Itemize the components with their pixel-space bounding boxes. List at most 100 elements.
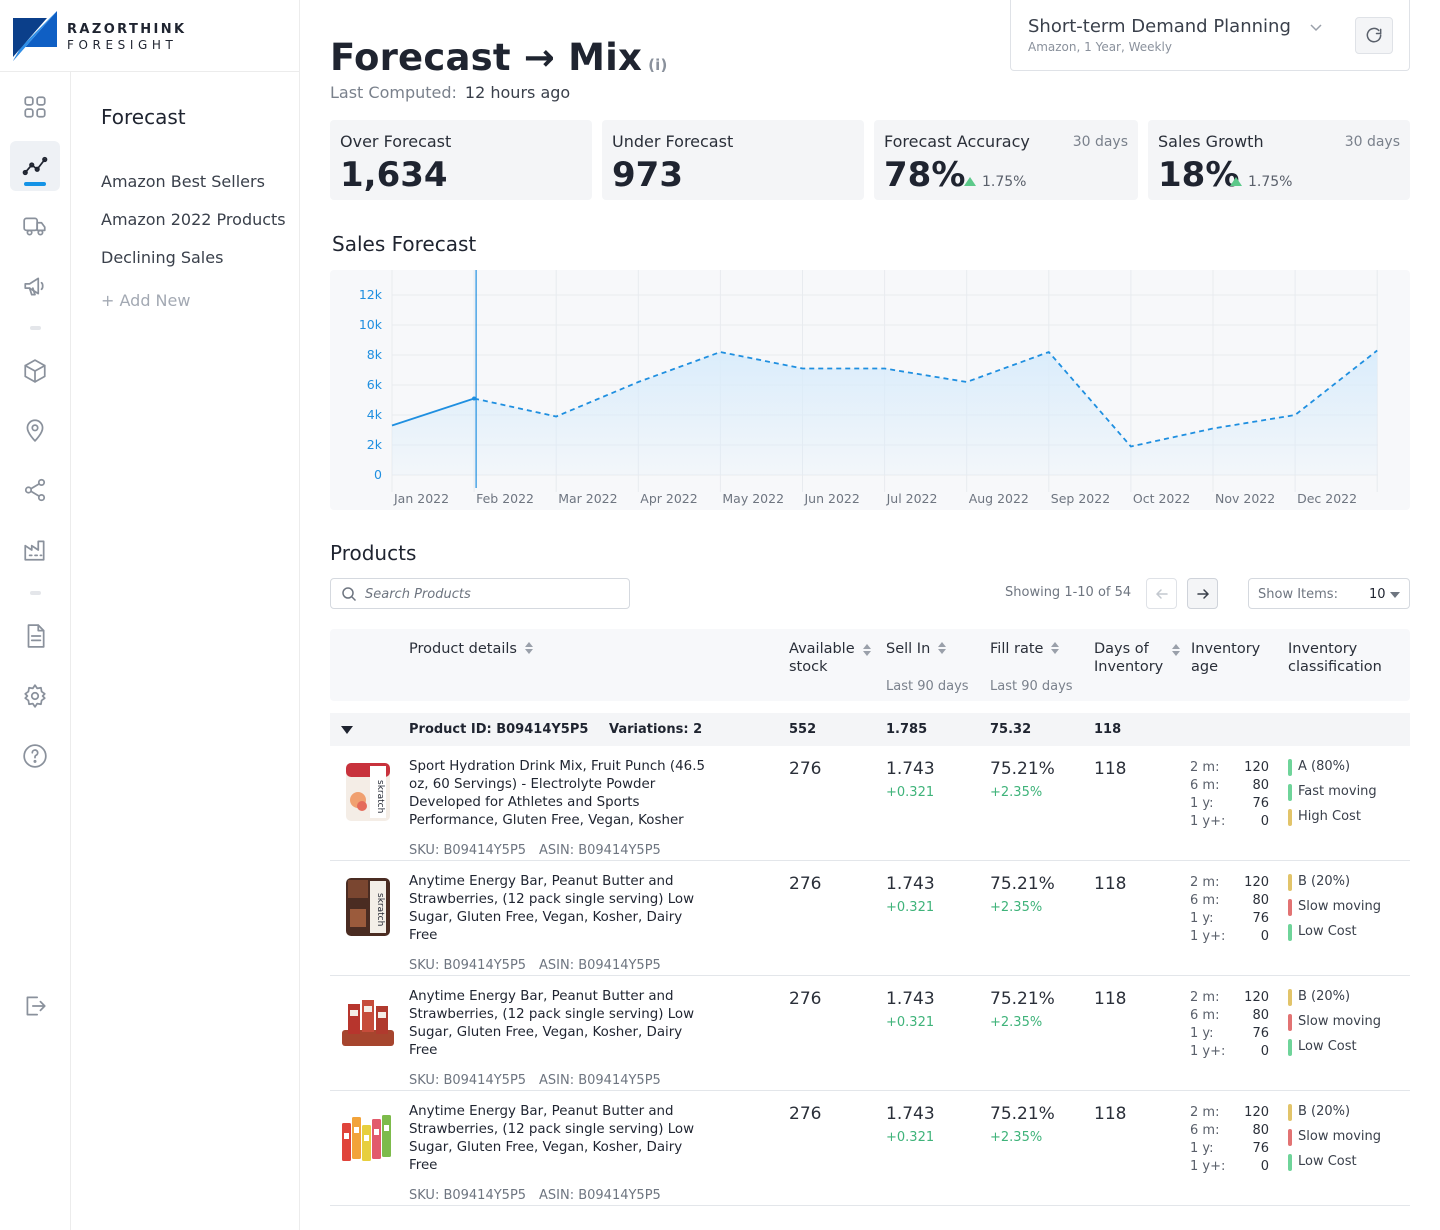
col-sell-in[interactable]: Sell In Last 90 days	[886, 640, 969, 696]
product-row[interactable]: skratch Anytime Energy Bar, Peanut Butter…	[330, 861, 1410, 976]
rail-separator	[30, 326, 41, 330]
product-sku: SKU: B09414Y5P5	[409, 958, 527, 973]
sort-icon[interactable]	[1172, 644, 1180, 656]
show-items-select[interactable]: Show Items: 10	[1248, 578, 1410, 609]
rail-products[interactable]	[10, 346, 60, 396]
rail-logistics[interactable]	[10, 201, 60, 251]
classification-tag: Slow moving	[1288, 1014, 1408, 1039]
product-name[interactable]: Anytime Energy Bar, Peanut Butter and St…	[409, 1104, 695, 1173]
sort-icon[interactable]	[1051, 642, 1060, 654]
x-tick-label: Jul 2022	[886, 491, 938, 506]
info-icon[interactable]: (i)	[648, 56, 668, 74]
age-value: 76	[1252, 1026, 1269, 1041]
add-new-button[interactable]: + Add New	[101, 291, 191, 310]
arrow-right-icon	[1196, 588, 1209, 599]
age-value: 0	[1260, 929, 1269, 944]
subnav-item-declining-sales[interactable]: Declining Sales	[101, 248, 224, 267]
brand-logo[interactable]: RAZORTHINK FORESIGHT	[0, 0, 300, 72]
col-fill-rate[interactable]: Fill rate Last 90 days	[990, 640, 1073, 696]
product-row[interactable]: Anytime Energy Bar, Peanut Butter and St…	[330, 1091, 1410, 1206]
kpi-value: 18%	[1158, 155, 1240, 195]
col-inventory-classification[interactable]: Inventory classification	[1288, 640, 1398, 676]
product-image[interactable]	[340, 1105, 398, 1169]
col-label: Days of Inventory	[1094, 641, 1164, 675]
inventory-age-breakdown: 2 m: 120 6 m: 80 1 y: 76 1 y+: 0	[1190, 759, 1270, 831]
collapse-caret-icon[interactable]	[341, 726, 353, 734]
group-days: 118	[1094, 722, 1122, 737]
sort-icon[interactable]	[938, 642, 947, 654]
age-value: 120	[1244, 760, 1269, 775]
rail-marketing[interactable]	[10, 261, 60, 311]
rail-network[interactable]	[10, 465, 60, 515]
product-sell-in: 1.743	[886, 989, 935, 1009]
rail-logout[interactable]	[10, 981, 60, 1031]
last-computed-value: 12 hours ago	[464, 83, 571, 102]
sales-forecast-title: Sales Forecast	[332, 232, 477, 256]
product-name[interactable]: Anytime Energy Bar, Peanut Butter and St…	[409, 874, 695, 943]
next-page-button[interactable]	[1187, 578, 1218, 609]
sort-icon[interactable]	[524, 642, 533, 654]
kpi-forecast-accuracy: Forecast Accuracy 30 days 78% 1.75%	[874, 120, 1138, 200]
rail-help[interactable]	[10, 731, 60, 781]
product-row[interactable]: Anytime Energy Bar, Peanut Butter and St…	[330, 976, 1410, 1091]
age-bucket: 6 m:	[1190, 1008, 1220, 1023]
share-icon	[24, 478, 46, 502]
product-sku: SKU: B09414Y5P5	[409, 1188, 527, 1203]
product-image[interactable]	[340, 990, 398, 1054]
age-bucket: 6 m:	[1190, 893, 1220, 908]
product-image[interactable]: skratch	[340, 875, 398, 939]
classification-tag: A (80%)	[1288, 759, 1408, 784]
product-name[interactable]: Anytime Energy Bar, Peanut Butter and St…	[409, 989, 695, 1058]
inventory-classification: A (80%) Fast moving High Cost	[1288, 759, 1408, 834]
col-days-of-inventory[interactable]: Days of Inventory	[1094, 640, 1178, 676]
rail-reports[interactable]	[10, 611, 60, 661]
product-fill-rate-delta: +2.35%	[990, 1015, 1043, 1030]
age-bucket: 6 m:	[1190, 1123, 1220, 1138]
classification-tag: B (20%)	[1288, 989, 1408, 1014]
col-inventory-age[interactable]: Inventory age	[1191, 640, 1271, 676]
rail-settings[interactable]	[10, 671, 60, 721]
x-tick-label: May 2022	[722, 491, 784, 506]
plan-dropdown[interactable]: Short-term Demand Planning	[1028, 16, 1291, 37]
page-title-text: Forecast → Mix	[330, 36, 643, 79]
inventory-classification: B (20%) Slow moving Low Cost	[1288, 1104, 1408, 1179]
product-name[interactable]: Sport Hydration Drink Mix, Fruit Punch (…	[409, 759, 705, 828]
sort-icon[interactable]	[863, 644, 871, 656]
prev-page-button[interactable]	[1146, 578, 1177, 609]
age-bucket: 1 y:	[1190, 1026, 1214, 1041]
age-row: 1 y: 76	[1190, 1140, 1270, 1158]
data-point	[472, 396, 477, 401]
y-tick-label: 4k	[367, 407, 383, 422]
rail-factory[interactable]	[10, 525, 60, 575]
product-image[interactable]: skratch	[340, 760, 398, 824]
product-asin: ASIN: B09414Y5P5	[539, 958, 661, 973]
product-sku: SKU: B09414Y5P5	[409, 1073, 527, 1088]
subnav-item-amazon-best-sellers[interactable]: Amazon Best Sellers	[101, 172, 265, 191]
product-fill-rate: 75.21%	[990, 1104, 1055, 1124]
rail-locations[interactable]	[10, 405, 60, 455]
product-sell-in-delta: +0.321	[886, 900, 935, 915]
rail-dashboard[interactable]	[10, 82, 60, 132]
group-product-id: Product ID: B09414Y5P5	[409, 722, 589, 737]
kpi-label: Sales Growth	[1158, 132, 1264, 151]
age-row: 6 m: 80	[1190, 777, 1270, 795]
age-row: 1 y+: 0	[1190, 813, 1270, 831]
rail-forecast[interactable]	[10, 141, 60, 191]
logout-icon	[26, 996, 46, 1016]
product-row[interactable]: skratch Sport Hydration Drink Mix, Fruit …	[330, 746, 1410, 861]
col-available-stock[interactable]: Available stock	[789, 640, 859, 676]
classification-tag: Slow moving	[1288, 1129, 1408, 1154]
product-days-of-inventory: 118	[1094, 874, 1127, 894]
plan-selector: Short-term Demand Planning Amazon, 1 Yea…	[1010, 0, 1410, 71]
svg-text:skratch: skratch	[375, 780, 385, 813]
kpi-label: Forecast Accuracy	[884, 132, 1030, 151]
product-fill-rate: 75.21%	[990, 759, 1055, 779]
subnav-item-amazon-2022-products[interactable]: Amazon 2022 Products	[101, 210, 286, 229]
subnav-title: Forecast	[101, 105, 186, 129]
search-input[interactable]	[365, 584, 620, 604]
kpi-value: 1,634	[340, 155, 448, 195]
refresh-button[interactable]	[1355, 17, 1393, 54]
chevron-down-icon[interactable]	[1309, 20, 1323, 34]
kpi-sales-growth: Sales Growth 30 days 18% 1.75%	[1148, 120, 1410, 200]
col-product-details[interactable]: Product details	[409, 640, 533, 658]
